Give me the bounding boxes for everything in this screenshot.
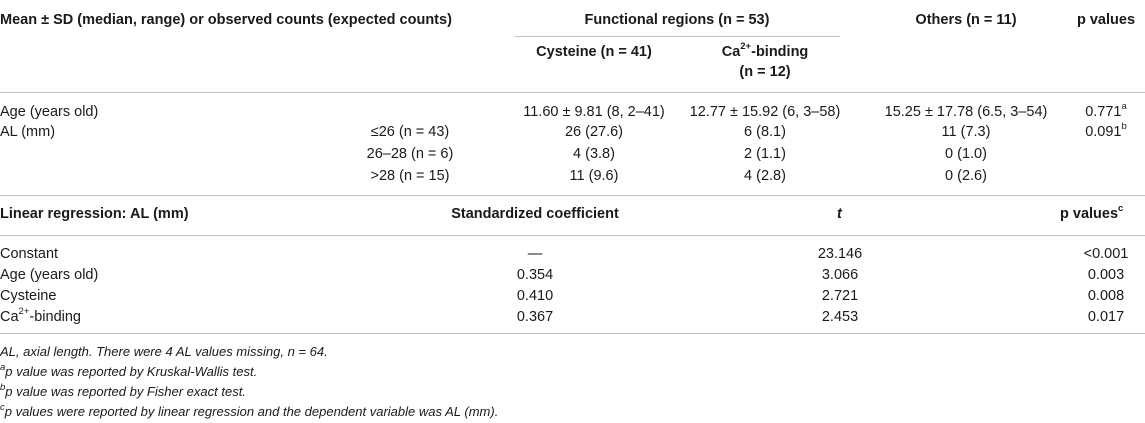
reg-row-constant-coef: —	[527, 246, 543, 262]
row-age-p-value: 0.771a	[1085, 101, 1127, 120]
row-age-others: 15.25 ± 17.78 (6.5, 3–54)	[884, 104, 1048, 120]
table1-header-divider	[0, 92, 1145, 93]
row-al-gt28-sub: >28 (n = 15)	[370, 168, 450, 184]
reg-row-cysteine-t: 2.721	[821, 288, 859, 304]
functional-regions-underline	[515, 36, 840, 37]
reg-row-constant-t: 23.146	[817, 246, 863, 262]
reg-row-ca-binding-label: Ca2+-binding	[0, 306, 81, 325]
table1-header-p-values: p values	[1076, 12, 1136, 28]
row-al-gt28-ca-binding: 4 (2.8)	[744, 168, 786, 184]
table2-header-t: t	[837, 206, 842, 222]
row-al-26-28-others: 0 (1.0)	[945, 146, 987, 162]
reg-row-cysteine-p: 0.008	[1087, 288, 1125, 304]
row-al-gt28-others: 0 (2.6)	[945, 168, 987, 184]
reg-row-ca-binding-p: 0.017	[1087, 309, 1125, 325]
row-al-p-value: 0.091b	[1085, 121, 1127, 140]
row-al-le26-sub: ≤26 (n = 43)	[370, 124, 450, 140]
table1-header-cysteine: Cysteine (n = 41)	[536, 44, 652, 60]
reg-row-ca-binding-t: 2.453	[821, 309, 859, 325]
table2-header-p-values: p valuesc	[1060, 203, 1124, 222]
row-al-gt28-cysteine: 11 (9.6)	[569, 168, 619, 184]
table1-header-others: Others (n = 11)	[915, 12, 1017, 28]
table1-header-functional-regions: Functional regions (n = 53)	[584, 12, 770, 28]
reg-row-constant-p: <0.001	[1083, 246, 1129, 262]
row-al-26-28-cysteine: 4 (3.8)	[573, 146, 615, 162]
reg-row-ca-binding-coef: 0.367	[516, 309, 554, 325]
reg-row-constant-label: Constant	[0, 246, 59, 262]
row-al-label: AL (mm)	[0, 124, 56, 140]
footnote-a: ap value was reported by Kruskal-Wallis …	[0, 361, 258, 379]
table-divider	[0, 195, 1145, 196]
row-al-le26-cysteine: 26 (27.6)	[564, 124, 624, 140]
reg-row-cysteine-label: Cysteine	[0, 288, 57, 304]
row-al-le26-ca-binding: 6 (8.1)	[744, 124, 786, 140]
table2-header-coefficient: Standardized coefficient	[451, 206, 619, 222]
footnote-b: bp value was reported by Fisher exact te…	[0, 381, 246, 399]
table1-header-ca-binding: Ca2+-binding	[721, 41, 809, 60]
table2-header-description: Linear regression: AL (mm)	[0, 206, 189, 222]
footnote-abbreviation: AL, axial length. There were 4 AL values…	[0, 344, 328, 359]
reg-row-age-label: Age (years old)	[0, 267, 99, 283]
table1-header-description: Mean ± SD (median, range) or observed co…	[0, 12, 452, 28]
reg-row-cysteine-coef: 0.410	[516, 288, 554, 304]
row-age-cysteine: 11.60 ± 9.81 (8, 2–41)	[523, 104, 665, 120]
reg-row-age-t: 3.066	[821, 267, 859, 283]
table1-header-ca-binding-n: (n = 12)	[739, 64, 791, 80]
row-al-26-28-ca-binding: 2 (1.1)	[744, 146, 786, 162]
table-bottom-rule	[0, 333, 1145, 334]
table2-header-divider	[0, 235, 1145, 236]
footnote-c: cp values were reported by linear regres…	[0, 401, 499, 419]
row-al-le26-others: 11 (7.3)	[941, 124, 991, 140]
row-age-ca-binding: 12.77 ± 15.92 (6, 3–58)	[689, 104, 841, 120]
row-al-26-28-sub: 26–28 (n = 6)	[366, 146, 454, 162]
row-age-label: Age (years old)	[0, 104, 99, 120]
reg-row-age-coef: 0.354	[516, 267, 554, 283]
reg-row-age-p: 0.003	[1087, 267, 1125, 283]
